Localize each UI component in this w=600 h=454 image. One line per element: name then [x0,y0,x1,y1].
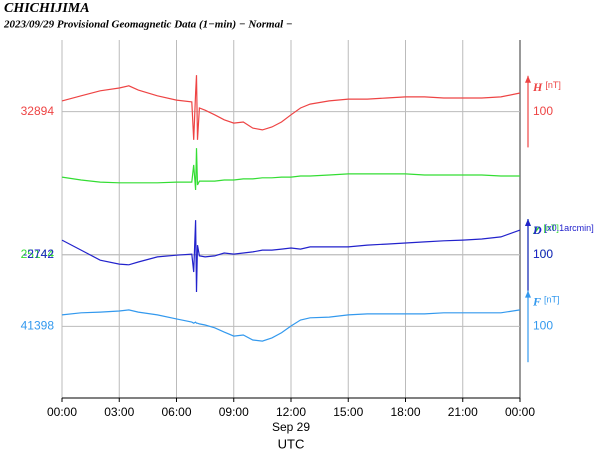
x-tick-label: 12:00 [276,405,306,419]
x-tick-label: 00:00 [505,405,535,419]
series-label: H [nT] [532,80,561,94]
x-tick-label: 03:00 [104,405,134,419]
y-tick-label: 25144 [21,247,55,261]
x-tick-label: 06:00 [161,405,191,419]
series-name: H [532,80,543,94]
x-tick-label: 21:00 [448,405,478,419]
x-tick-label: 15:00 [333,405,363,419]
scale-arrow [525,290,531,298]
series-name: Z [532,223,541,237]
scale-arrow [525,75,531,83]
trace [61,220,521,293]
y-tick-label: 32894 [21,104,55,118]
series-label: D [x0.1arcmin] [532,223,594,237]
trace [61,309,521,342]
x-tick-label: 09:00 [219,405,249,419]
trace [61,75,521,140]
trace [61,148,520,191]
x-label: Sep 29 [272,420,310,434]
y-tick-label: 41398 [21,319,55,333]
series-name: D [532,223,542,237]
y-tick-label: -2742 [23,247,54,261]
series-unit: [nT] [545,80,561,90]
scale-label: 100 [533,247,553,261]
series-unit: [x0.1arcmin] [545,223,594,233]
series-unit: [nT] [543,223,559,233]
series-unit: [nT] [544,295,560,305]
series-label: F [nT] [532,294,560,308]
chart-subtitle: 2023/09/29 Provisional Geomagnetic Data … [3,19,293,31]
series-name: F [532,294,541,308]
scale-arrow [525,219,531,226]
x-title: UTC [278,436,305,451]
scale-label: 100 [533,104,553,118]
x-tick-label: 18:00 [390,405,420,419]
scale-label: 100 [533,247,553,261]
x-tick-label: 00:00 [47,405,77,419]
scale-label: 100 [533,319,553,333]
series-label: Z [nT] [532,223,559,237]
chart-title: CHICHIJIMA [4,1,90,16]
